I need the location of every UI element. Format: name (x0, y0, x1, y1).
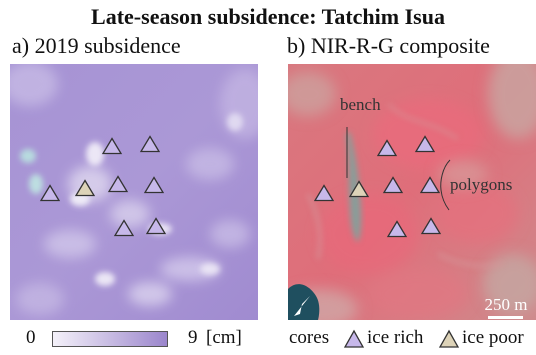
nir-composite-panel: bench polygons 250 m (288, 64, 536, 320)
water-patches (20, 149, 43, 194)
map-b-core-5-marker (382, 176, 404, 194)
nir-composite-image: bench polygons 250 m (288, 64, 536, 320)
map-b-core-4-marker (348, 180, 370, 198)
map-b-core-3-marker (313, 184, 335, 202)
colorbar-unit-label: [cm] (206, 327, 242, 348)
colorbar-max-label: 9 (188, 327, 198, 348)
polygons-label: polygons (450, 175, 512, 194)
map-b-core-2-marker (414, 135, 436, 153)
dark-water-corner (288, 284, 320, 320)
map-b-core-1-marker (376, 139, 398, 157)
map-a-core-3-marker (39, 184, 61, 202)
figure-title: Late-season subsidence: Tatchim Isua (91, 4, 445, 29)
polygons-bracket (440, 159, 451, 211)
subsidence-map (10, 64, 258, 320)
scale-bar (488, 316, 523, 319)
core-markers-b (313, 135, 442, 238)
legend-cores-label: cores (289, 327, 330, 348)
map-a-core-1-marker (101, 137, 123, 155)
bright-vegetation (318, 99, 518, 319)
map-a-core-8-marker (145, 217, 167, 235)
core-markers-a (39, 135, 167, 237)
panel-a-title: a) 2019 subsidence (12, 33, 181, 58)
map-a-core-5-marker (107, 175, 129, 193)
map-b-core-6-marker (419, 176, 441, 194)
low-subsidence-areas (10, 64, 258, 315)
north-arrow-icon (294, 296, 310, 316)
bench-label: bench (340, 95, 381, 114)
map-a-core-2-marker (139, 135, 161, 153)
subsidence-map-panel (10, 64, 258, 320)
map-a-core-4-marker (74, 179, 96, 197)
ice-rich-legend-icon (343, 329, 365, 348)
map-a-core-6-marker (143, 176, 165, 194)
scale-bar-label: 250 m (485, 295, 528, 314)
map-b-core-7-marker (386, 220, 408, 238)
legend-ice-poor-label: ice poor (462, 327, 524, 348)
terrain-streaks (306, 102, 504, 268)
panel-b-title: b) NIR-R-G composite (287, 33, 490, 58)
map-b-core-8-marker (420, 217, 442, 235)
legend-ice-rich-label: ice rich (367, 327, 424, 348)
colorbar (52, 331, 168, 347)
ice-poor-legend-icon (438, 329, 460, 348)
colorbar-min-label: 0 (26, 327, 36, 348)
map-a-core-7-marker (113, 219, 135, 237)
bench-pond (346, 132, 362, 242)
